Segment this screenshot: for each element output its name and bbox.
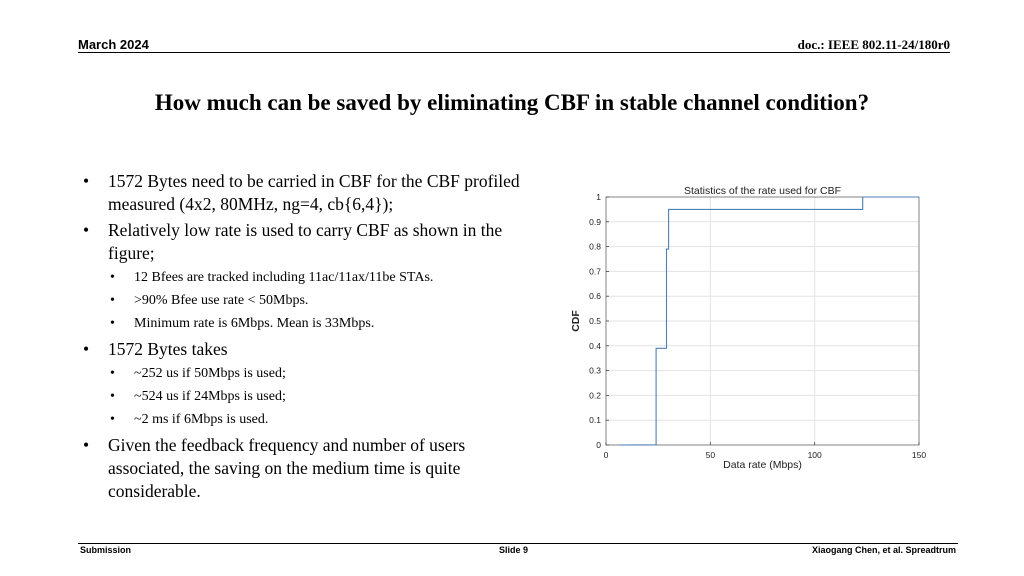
bullet-dot: • bbox=[110, 316, 115, 331]
bullet-item: • ~524 us if 24Mbps is used; bbox=[80, 388, 520, 406]
y-tick-label: 0.9 bbox=[589, 217, 601, 227]
bullet-dot: • bbox=[110, 293, 115, 308]
bullet-dot: • bbox=[110, 389, 115, 404]
chart-title: Statistics of the rate used for CBF bbox=[684, 185, 841, 197]
bullet-dot: • bbox=[83, 339, 90, 359]
bullet-dot: • bbox=[110, 270, 115, 285]
y-tick-label: 0.8 bbox=[589, 242, 601, 252]
bullet-dot: • bbox=[110, 366, 115, 381]
bullet-item: • 1572 Bytes need to be carried in CBF fo… bbox=[80, 170, 520, 216]
y-tick-label: 0.6 bbox=[589, 291, 601, 301]
bullet-item: • >90% Bfee use rate < 50Mbps. bbox=[80, 292, 520, 310]
footer-slide-number: Slide 9 bbox=[499, 545, 529, 555]
bullet-item: • ~2 ms if 6Mbps is used. bbox=[80, 411, 520, 429]
bullet-item: • ~252 us if 50Mbps is used; bbox=[80, 365, 520, 383]
cdf-chart: 0 0.1 0.2 0.3 0.4 0.5 0.6 0.7 0.8 0.9 1 0 50 100 150 St… bbox=[560, 180, 940, 480]
header-date: March 2024 bbox=[78, 37, 149, 52]
bullet-item: • Minimum rate is 6Mbps. Mean is 33Mbps. bbox=[80, 315, 520, 333]
bullet-text: Given the feedback frequency and number … bbox=[108, 435, 466, 501]
x-tick-label: 100 bbox=[808, 450, 822, 460]
bullet-dot: • bbox=[110, 412, 115, 427]
cdf-series-line bbox=[618, 196, 919, 446]
y-tick-label: 0.3 bbox=[589, 366, 601, 376]
bullet-text: ~252 us if 50Mbps is used; bbox=[134, 366, 286, 381]
bullet-text: ~2 ms if 6Mbps is used. bbox=[134, 412, 269, 427]
y-tick-label: 0 bbox=[596, 440, 601, 450]
x-axis-label: Data rate (Mbps) bbox=[723, 459, 802, 471]
footer-authors: Xiaogang Chen, et al. Spreadtrum bbox=[811, 545, 956, 555]
bullet-text: ~524 us if 24Mbps is used; bbox=[134, 389, 286, 404]
bullet-dot: • bbox=[83, 435, 90, 455]
bullet-dot: • bbox=[83, 220, 90, 240]
bullet-dot: • bbox=[83, 171, 90, 191]
bullet-item: • 1572 Bytes takes bbox=[80, 338, 520, 361]
bullet-text: 1572 Bytes takes bbox=[108, 339, 228, 359]
y-tick-label: 0.1 bbox=[589, 415, 601, 425]
bullet-text: >90% Bfee use rate < 50Mbps. bbox=[134, 293, 309, 308]
y-tick-label: 1 bbox=[596, 192, 601, 202]
bullet-item: • Given the feedback frequency and number… bbox=[80, 434, 520, 503]
slide-title: How much can be saved by eliminating CBF… bbox=[154, 90, 870, 115]
bullet-item: • 12 Bfees are tracked including 11ac/11a… bbox=[80, 269, 520, 287]
bullet-text: 1572 Bytes need to be carried in CBF for… bbox=[108, 171, 520, 214]
footer-submission: Submission bbox=[80, 545, 132, 555]
header-divider bbox=[78, 52, 950, 53]
footer-divider bbox=[78, 543, 958, 544]
bullet-text: Minimum rate is 6Mbps. Mean is 33Mbps. bbox=[134, 316, 375, 331]
y-tick-label: 0.4 bbox=[589, 341, 601, 351]
y-axis-label: CDF bbox=[570, 310, 582, 332]
y-tick-label: 0.7 bbox=[589, 266, 601, 276]
bullet-item: • Relatively low rate is used to carry CB… bbox=[80, 219, 520, 265]
x-tick-label: 150 bbox=[912, 450, 926, 460]
x-tick-label: 0 bbox=[604, 450, 609, 460]
x-tick-label: 50 bbox=[706, 450, 716, 460]
bullet-text: Relatively low rate is used to carry CBF… bbox=[108, 220, 503, 263]
cdf-chart-svg: 0 0.1 0.2 0.3 0.4 0.5 0.6 0.7 0.8 0.9 1 0 50 100 150 St… bbox=[570, 185, 926, 471]
bullet-text: 12 Bfees are tracked including 11ac/11ax… bbox=[134, 270, 434, 285]
bullet-list: • 1572 Bytes need to be carried in CBF fo… bbox=[80, 170, 520, 506]
y-tick-label: 0.5 bbox=[589, 316, 601, 326]
y-tick-label: 0.2 bbox=[589, 390, 601, 400]
header-doc-id: doc.: IEEE 802.11-24/180r0 bbox=[797, 37, 950, 52]
